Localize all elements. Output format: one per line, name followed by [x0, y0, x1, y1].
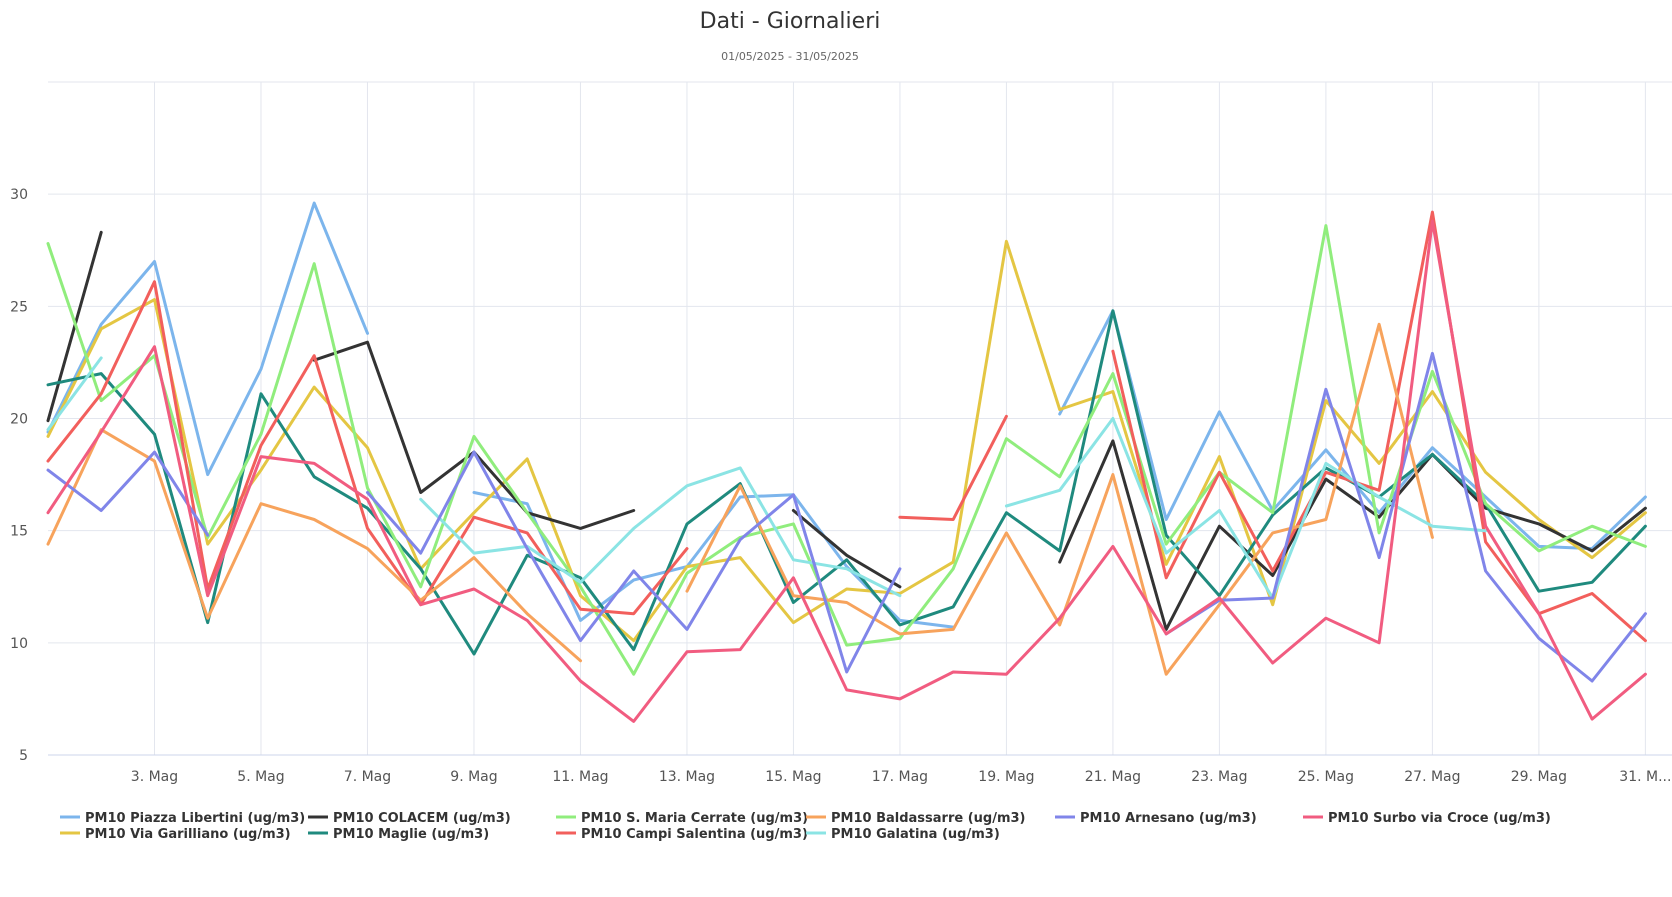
legend-label: PM10 Arnesano (ug/m3) — [1080, 811, 1257, 826]
chart-title: Dati - Giornalieri — [700, 9, 881, 34]
series-line-pm10-via-garilliano-ug-m3 — [46, 239, 1647, 643]
legend-label: PM10 S. Maria Cerrate (ug/m3) — [581, 811, 808, 826]
legend-item[interactable]: PM10 Piazza Libertini (ug/m3) — [60, 811, 305, 826]
x-tick-label: 17. Mag — [872, 769, 928, 785]
series-lines — [46, 201, 1647, 723]
y-tick-label: 10 — [10, 636, 28, 652]
legend-item[interactable]: PM10 Galatina (ug/m3) — [806, 827, 1000, 842]
legend-label: PM10 Surbo via Croce (ug/m3) — [1328, 811, 1551, 826]
legend-label: PM10 Via Garilliano (ug/m3) — [85, 827, 291, 842]
x-tick-label: 27. Mag — [1404, 769, 1460, 785]
y-tick-label: 30 — [10, 187, 28, 203]
x-tick-label: 7. Mag — [344, 769, 391, 785]
series-line-pm10-campi-salentina-ug-m3 — [46, 210, 1647, 643]
legend-label: PM10 Galatina (ug/m3) — [831, 827, 1000, 842]
x-tick-label: 21. Mag — [1085, 769, 1141, 785]
series-line-pm10-galatina-ug-m3 — [46, 356, 1488, 600]
series-line-pm10-s-maria-cerrate-ug-m3 — [46, 224, 1647, 676]
series-line-pm10-arnesano-ug-m3 — [46, 351, 1647, 683]
x-tick-label: 23. Mag — [1191, 769, 1247, 785]
legend-item[interactable]: PM10 Via Garilliano (ug/m3) — [60, 827, 291, 842]
legend-item[interactable]: PM10 Campi Salentina (ug/m3) — [556, 827, 808, 842]
axes: 3. Mag 5. Mag 7. Mag 9. Mag 11. Mag 13. Mag 15… — [10, 187, 1672, 785]
x-tick-label: 19. Mag — [978, 769, 1034, 785]
legend-item[interactable]: PM10 S. Maria Cerrate (ug/m3) — [556, 811, 808, 826]
legend-label: PM10 Piazza Libertini (ug/m3) — [85, 811, 305, 826]
x-tick-label: 13. Mag — [659, 769, 715, 785]
x-tick-label: 5. Mag — [237, 769, 284, 785]
y-tick-label: 15 — [10, 524, 28, 540]
series-line-pm10-piazza-libertini-ug-m3 — [46, 201, 1647, 629]
legend-item[interactable]: PM10 Arnesano (ug/m3) — [1055, 811, 1257, 826]
legend: PM10 Piazza Libertini (ug/m3) PM10 COLACE… — [60, 811, 1551, 842]
x-tick-label: 31. M... — [1619, 769, 1671, 785]
series-line-pm10-surbo-via-croce-ug-m3 — [46, 219, 1647, 723]
y-tick-label: 20 — [10, 412, 28, 428]
legend-label: PM10 Baldassarre (ug/m3) — [831, 811, 1026, 826]
legend-item[interactable]: PM10 Surbo via Croce (ug/m3) — [1303, 811, 1551, 826]
legend-label: PM10 Maglie (ug/m3) — [333, 827, 489, 842]
x-tick-label: 3. Mag — [131, 769, 178, 785]
x-tick-label: 9. Mag — [450, 769, 497, 785]
x-tick-label: 15. Mag — [765, 769, 821, 785]
grid — [48, 81, 1672, 756]
legend-label: PM10 Campi Salentina (ug/m3) — [581, 827, 808, 842]
x-tick-label: 11. Mag — [552, 769, 608, 785]
y-tick-label: 5 — [19, 748, 28, 764]
legend-item[interactable]: PM10 Baldassarre (ug/m3) — [806, 811, 1026, 826]
legend-item[interactable]: PM10 Maglie (ug/m3) — [308, 827, 489, 842]
y-tick-label: 25 — [10, 299, 28, 315]
series-line-pm10-baldassarre-ug-m3 — [46, 322, 1434, 676]
x-tick-label: 29. Mag — [1511, 769, 1567, 785]
legend-item[interactable]: PM10 COLACEM (ug/m3) — [308, 811, 511, 826]
x-tick-label: 25. Mag — [1298, 769, 1354, 785]
chart-subtitle: 01/05/2025 - 31/05/2025 — [721, 50, 859, 63]
legend-label: PM10 COLACEM (ug/m3) — [333, 811, 511, 826]
